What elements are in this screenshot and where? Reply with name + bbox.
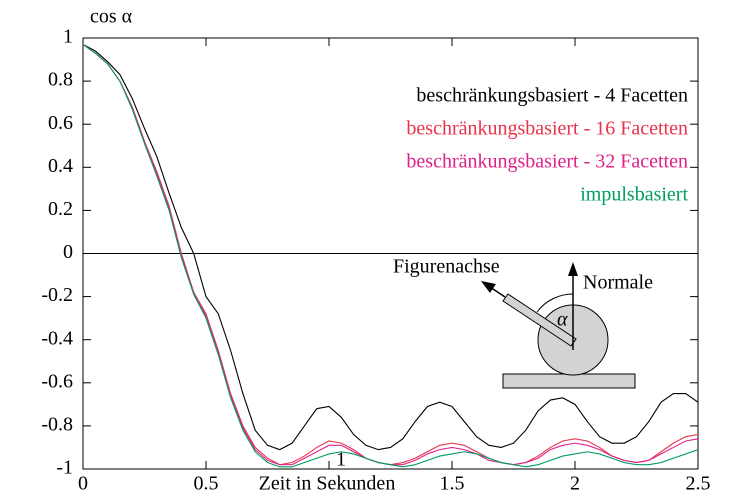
inset-diagram: Figurenachse Normale α — [393, 256, 653, 388]
x-axis-label: Zeit in Sekunden — [259, 473, 396, 495]
y-tick-label: 0.4 — [48, 155, 73, 177]
data-line — [83, 44, 698, 464]
axis-arrow-head — [481, 281, 496, 293]
y-tick-label: 0.6 — [48, 112, 73, 134]
data-line — [83, 44, 698, 464]
x-tick-label: 0 — [78, 473, 88, 495]
x-tick-label: 1.5 — [440, 473, 465, 495]
y-tick-label: 0.2 — [48, 198, 73, 220]
x-tick-label: 2 — [570, 473, 580, 495]
y-tick-label: -0.4 — [41, 327, 73, 349]
y-tick-label: 0.8 — [48, 69, 73, 91]
y-tick-label: -0.2 — [41, 284, 73, 306]
legend-entry: beschränkungsbasiert - 32 Facetten — [406, 151, 688, 173]
y-tick-label: -0.8 — [41, 413, 73, 435]
y-tick-label: -0.6 — [41, 370, 73, 392]
x-tick-label: 2.5 — [686, 473, 711, 495]
y-tick-label: 1 — [63, 26, 73, 48]
y-tick-label: 0 — [63, 241, 73, 263]
x-tick-label: 0.5 — [194, 473, 219, 495]
data-line — [83, 44, 698, 466]
annotation: Figurenachse — [393, 256, 500, 278]
legend-entry: impulsbasiert — [580, 184, 688, 206]
annotation: Normale — [583, 272, 653, 294]
legend-entry: beschränkungsbasiert - 16 Facetten — [406, 118, 688, 140]
normal-arrow-head — [568, 262, 578, 276]
annotation: α — [557, 309, 568, 331]
legend-entry: beschränkungsbasiert - 4 Facetten — [416, 85, 688, 107]
y-tick-label: -1 — [56, 457, 73, 479]
chart: cos α Zeit in Sekunden -1 -0.8 -0.6 -0.4 -0.… — [0, 0, 730, 498]
y-axis-label: cos α — [90, 6, 133, 28]
ground — [503, 374, 635, 388]
